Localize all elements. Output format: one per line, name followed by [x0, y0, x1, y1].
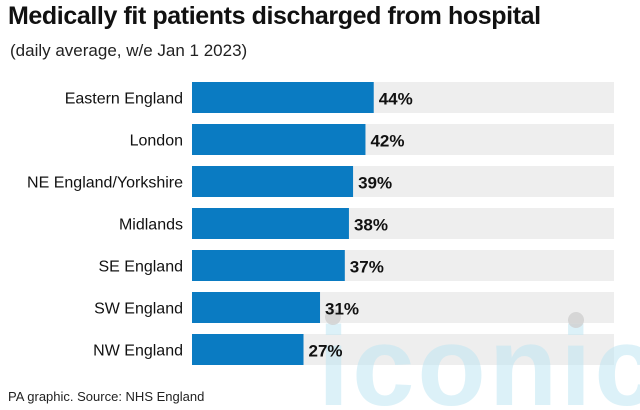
bar: [192, 82, 374, 113]
category-label: SW England: [94, 301, 183, 318]
chart-subtitle: (daily average, w/e Jan 1 2023): [10, 41, 248, 60]
category-label: NW England: [93, 343, 183, 360]
watermark-dot: [325, 309, 341, 325]
bars-layer: Eastern England London NE England/Yorkshir…: [27, 82, 614, 365]
watermark-text: iconic: [318, 304, 640, 410]
value-label: 31%: [325, 300, 359, 319]
bar: [192, 166, 354, 197]
bar: [192, 208, 349, 239]
category-label: SE England: [98, 259, 183, 276]
value-label: 38%: [354, 216, 388, 235]
chart-title: Medically fit patients discharged from h…: [8, 2, 541, 30]
category-label: NE England/Yorkshire: [27, 175, 183, 192]
value-label: 27%: [309, 342, 343, 361]
value-label: 37%: [350, 258, 384, 277]
value-label: 42%: [370, 132, 404, 151]
bar: [192, 250, 345, 281]
value-label: 39%: [358, 174, 392, 193]
category-label: London: [130, 133, 183, 150]
category-label: Eastern England: [65, 91, 183, 108]
category-label: Midlands: [119, 217, 183, 234]
value-labels-layer: 44% 42% 39% 38% 37% 31% 27%: [309, 90, 413, 361]
value-label: 44%: [379, 90, 413, 109]
bar: [192, 124, 366, 155]
bar: [192, 334, 304, 365]
watermark-logo: iconic: [318, 304, 640, 410]
source-note: PA graphic. Source: NHS England: [8, 389, 205, 404]
watermark-dot: [568, 312, 584, 328]
bar: [192, 292, 321, 323]
